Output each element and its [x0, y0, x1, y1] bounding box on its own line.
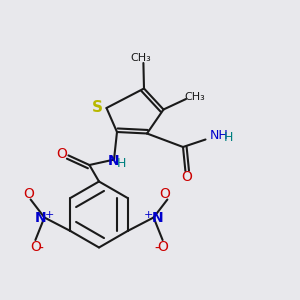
Text: N: N — [35, 211, 46, 224]
Text: H: H — [117, 157, 126, 170]
Text: +: + — [143, 209, 153, 220]
Text: -: - — [38, 242, 43, 256]
Text: N: N — [108, 154, 120, 168]
Text: CH₃: CH₃ — [130, 53, 151, 64]
Text: N: N — [152, 211, 163, 224]
Text: O: O — [23, 187, 34, 201]
Text: H: H — [224, 131, 233, 144]
Text: O: O — [160, 187, 170, 201]
Text: O: O — [182, 170, 192, 184]
Text: NH: NH — [210, 129, 229, 142]
Text: -: - — [155, 242, 160, 256]
Text: O: O — [56, 147, 67, 161]
Text: +: + — [45, 209, 55, 220]
Text: O: O — [157, 240, 168, 254]
Text: CH₃: CH₃ — [184, 92, 205, 103]
Text: S: S — [92, 100, 103, 115]
Text: O: O — [30, 240, 41, 254]
